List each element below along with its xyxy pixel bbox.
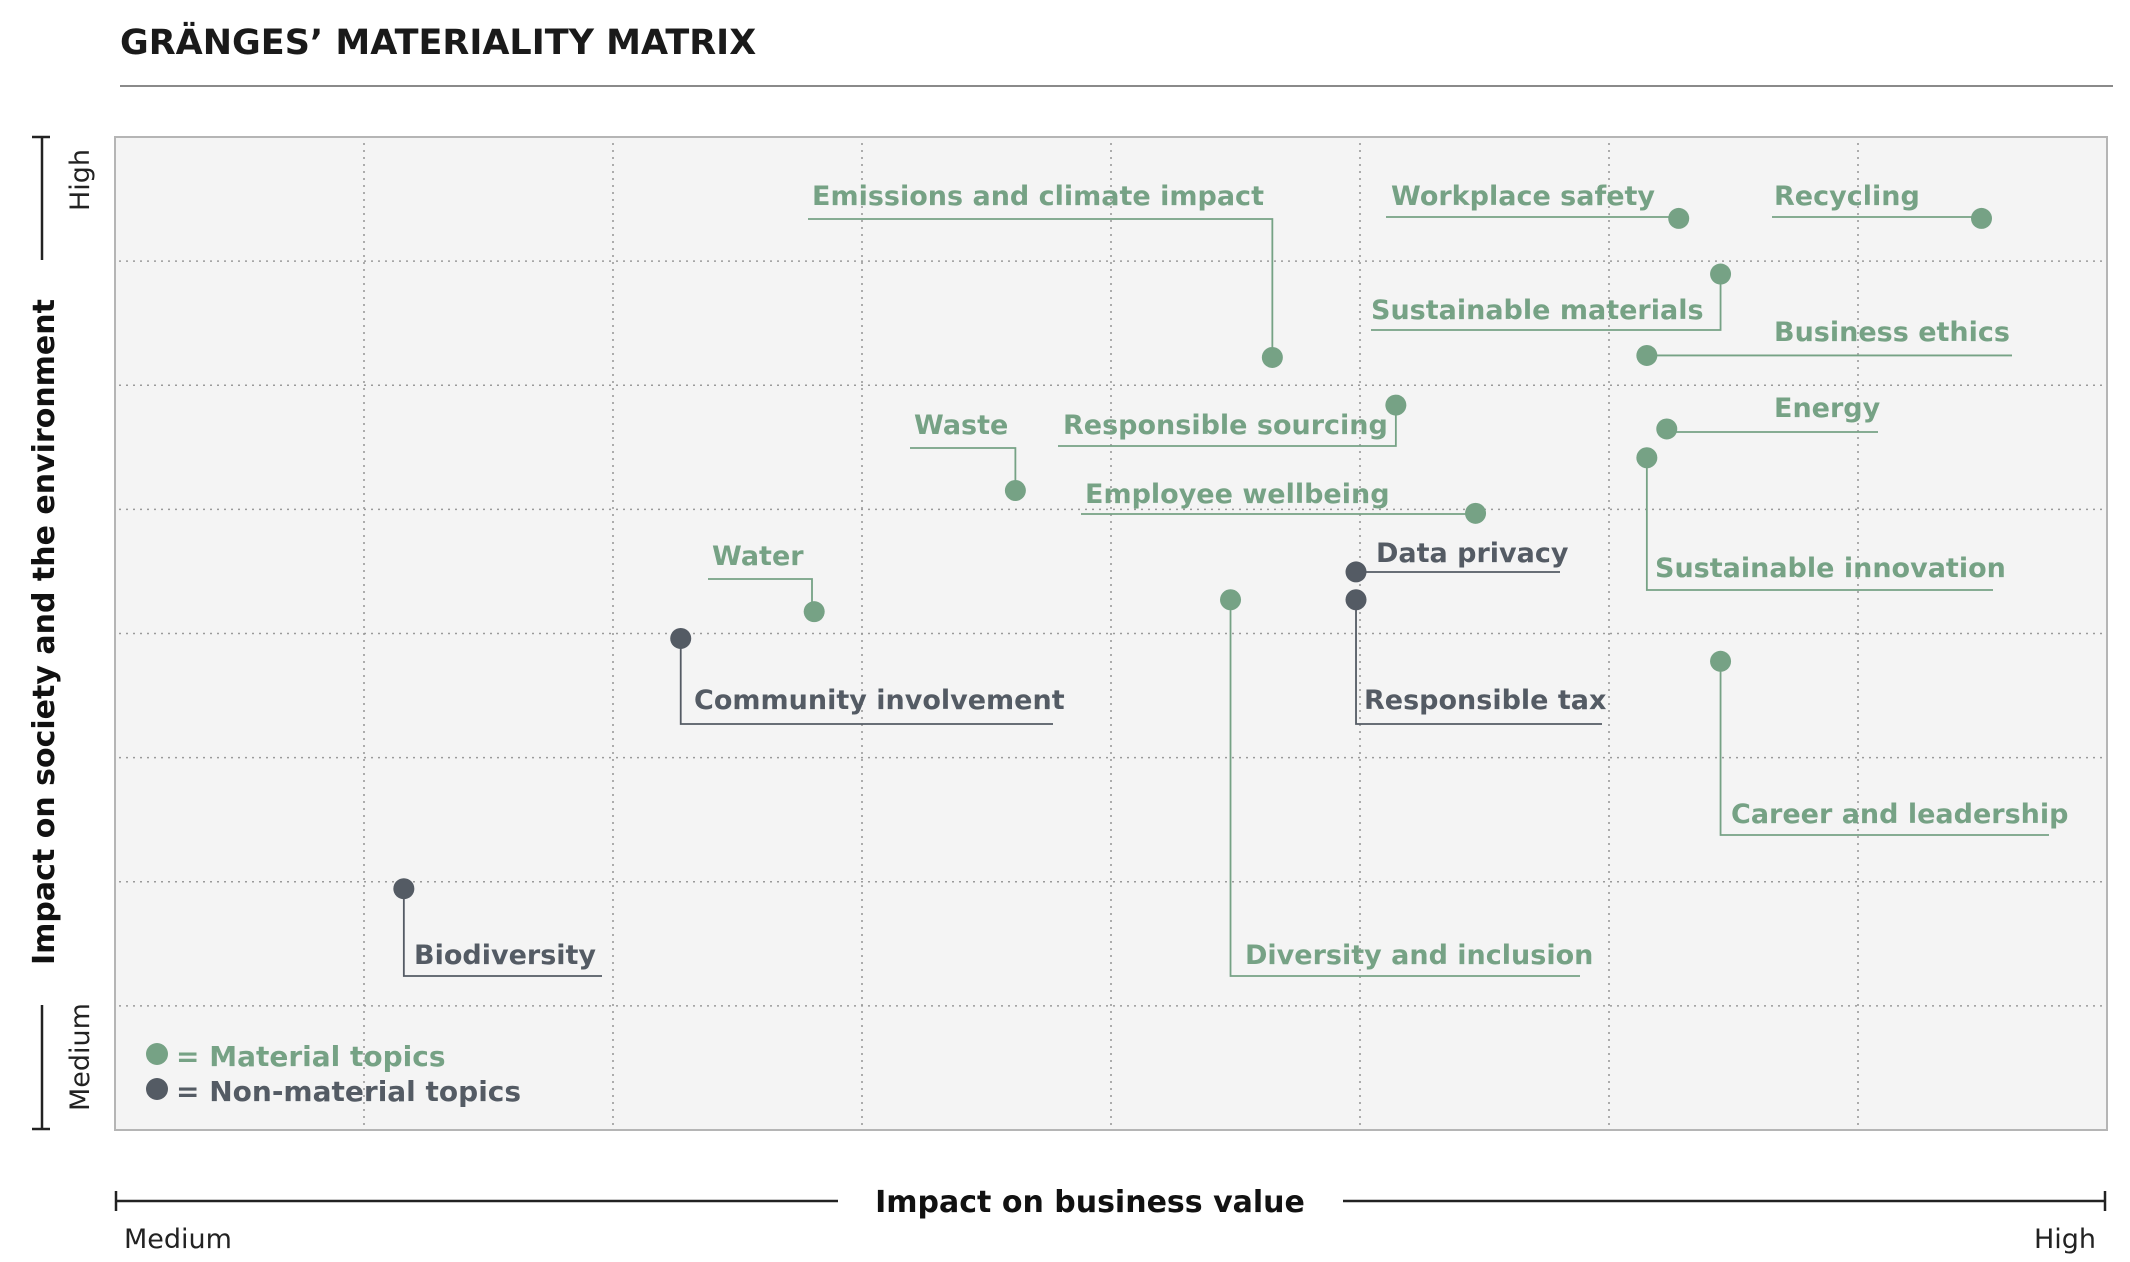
data-point-workplace-safety [1668, 207, 1690, 229]
legend: = Material topics = Non-material topics [146, 1040, 521, 1108]
leader-lines [402, 216, 2049, 977]
data-point-diversity-and-inclusion [1220, 589, 1242, 611]
legend-non-material-dot [146, 1078, 168, 1100]
data-point-responsible-sourcing [1385, 394, 1407, 416]
point-label-diversity-and-inclusion: Diversity and inclusion [1245, 940, 1593, 971]
leader-line-water [708, 578, 813, 612]
leader-line-responsible-tax [1355, 599, 1602, 725]
x-axis-title: Impact on business value [875, 1185, 1305, 1220]
point-label-responsible-sourcing: Responsible sourcing [1063, 410, 1388, 441]
point-label-water: Water [712, 541, 804, 572]
point-label-sustainable-innovation: Sustainable innovation [1655, 553, 2006, 584]
legend-material-dot [146, 1043, 168, 1065]
y-axis-medium-label: Medium [65, 1003, 96, 1111]
point-label-community-involvement: Community involvement [694, 685, 1065, 716]
point-label-employee-wellbeing: Employee wellbeing [1085, 479, 1390, 510]
legend-non-material-label: = Non-material topics [176, 1075, 521, 1108]
x-axis-medium-label: Medium [124, 1224, 232, 1255]
leader-line-responsible-sourcing [1058, 405, 1397, 447]
data-point-data-privacy [1345, 561, 1367, 583]
leader-line-diversity-and-inclusion [1229, 599, 1580, 977]
leader-line-sustainable-materials [1371, 274, 1722, 331]
point-label-business-ethics: Business ethics [1774, 317, 2010, 348]
leader-line-emissions-and-climate-impact [808, 218, 1274, 358]
data-point-sustainable-materials [1710, 263, 1732, 285]
data-point-employee-wellbeing [1465, 502, 1487, 524]
leader-line-biodiversity [402, 888, 602, 977]
x-axis-high-label: High [2034, 1224, 2096, 1255]
data-points [393, 207, 1993, 900]
data-point-business-ethics [1636, 344, 1658, 366]
y-axis-title: Impact on society and the environment [27, 299, 62, 965]
leader-line-waste [910, 447, 1017, 491]
leader-line-community-involvement [679, 638, 1053, 725]
data-point-emissions-and-climate-impact [1261, 346, 1283, 368]
y-axis-high-label: High [65, 149, 96, 211]
point-label-responsible-tax: Responsible tax [1364, 685, 1606, 716]
point-label-workplace-safety: Workplace safety [1391, 181, 1655, 212]
data-point-sustainable-innovation [1636, 447, 1658, 469]
point-label-sustainable-materials: Sustainable materials [1371, 295, 1704, 326]
point-label-waste: Waste [914, 410, 1008, 441]
data-point-water [803, 601, 825, 623]
point-label-data-privacy: Data privacy [1376, 538, 1569, 569]
data-point-biodiversity [393, 878, 415, 900]
data-point-waste [1004, 480, 1026, 502]
data-point-career-and-leadership [1710, 650, 1732, 672]
data-point-energy [1656, 418, 1678, 440]
point-label-emissions-and-climate-impact: Emissions and climate impact [812, 181, 1264, 212]
leader-line-career-and-leadership [1719, 661, 2049, 836]
point-label-career-and-leadership: Career and leadership [1731, 799, 2068, 830]
y-axis-title-gap [30, 270, 60, 995]
leader-line-sustainable-innovation [1645, 457, 1993, 591]
data-point-community-involvement [670, 627, 692, 649]
point-label-biodiversity: Biodiversity [414, 940, 596, 971]
grid-lines [119, 143, 2103, 1126]
chart-title: GRÄNGES’ MATERIALITY MATRIX [120, 21, 756, 63]
data-point-recycling [1971, 207, 1993, 229]
point-labels: Recycling Workplace safety Sustainable mat… [414, 181, 2068, 971]
legend-material-label: = Material topics [176, 1040, 446, 1073]
data-point-responsible-tax [1345, 589, 1367, 611]
point-label-recycling: Recycling [1774, 181, 1920, 212]
point-label-energy: Energy [1774, 393, 1881, 424]
